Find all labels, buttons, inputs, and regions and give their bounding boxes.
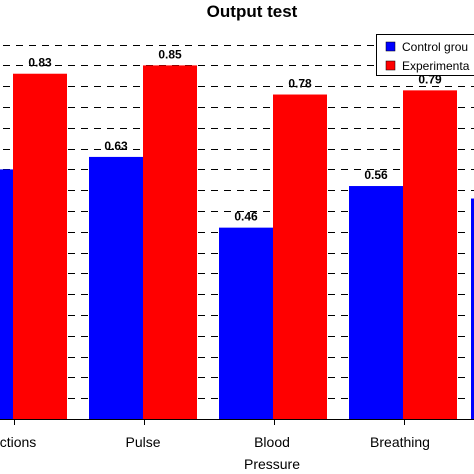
data-label: 0.78 — [288, 77, 312, 91]
bar — [403, 90, 457, 420]
data-label: 0.56 — [364, 168, 388, 182]
bar — [471, 198, 474, 419]
bar — [349, 186, 403, 419]
x-tick-label: Blood Pressure — [244, 434, 300, 472]
bar — [0, 169, 13, 419]
legend: Control grou Experimenta — [376, 34, 474, 76]
legend-label: Control grou — [402, 40, 468, 54]
legend-swatch — [385, 60, 396, 71]
bar — [89, 156, 143, 420]
x-axis: ctions Pulse Blood Pressure Breathing — [0, 419, 474, 472]
chart-title: Output test — [207, 2, 298, 21]
bar — [13, 73, 67, 419]
data-label: 0.63 — [104, 139, 128, 153]
bar — [273, 94, 327, 420]
data-label: 0.83 — [28, 56, 52, 70]
x-tick-label: ctions — [0, 434, 36, 450]
bar — [219, 227, 273, 419]
x-tick-label: Pulse — [125, 434, 160, 450]
legend-swatch — [385, 41, 396, 52]
bars — [0, 65, 474, 420]
data-label: 0.85 — [158, 47, 182, 61]
bar — [143, 65, 197, 420]
legend-label: Experimenta — [402, 59, 470, 73]
x-tick-label: Breathing — [370, 434, 430, 450]
data-label: 0.46 — [234, 210, 258, 224]
